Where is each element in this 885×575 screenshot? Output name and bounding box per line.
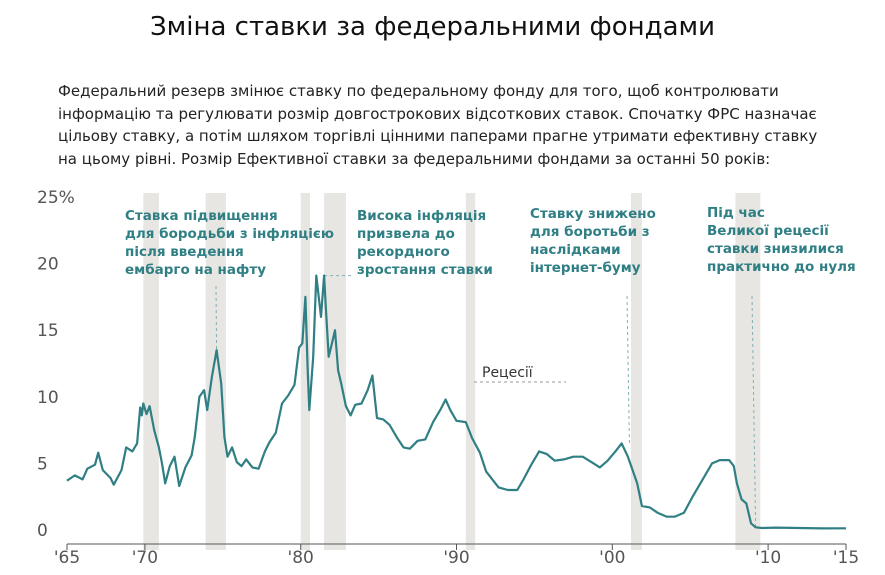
- axes: 0 5 10 15 20 25% '65 '70 '80 '90 '00 '10 '15: [37, 188, 859, 568]
- recession-band: [300, 193, 311, 550]
- annotation-leader: [751, 295, 757, 528]
- annotation-high-inflation: Висока інфляція призвела до рекордного з…: [357, 208, 493, 278]
- annotation-dotcom: Ставку знижено для боротьби з наслідками…: [530, 206, 661, 276]
- annotation-leader: [215, 285, 218, 351]
- x-tick-label: '10: [755, 548, 781, 568]
- recession-band: [205, 193, 226, 550]
- y-tick-label: 15: [37, 321, 59, 341]
- y-tick-label: 0: [37, 521, 48, 541]
- x-tick-label: '15: [833, 548, 859, 568]
- x-tick-label: '70: [132, 548, 158, 568]
- recession-band: [324, 193, 346, 550]
- y-tick-label: 5: [37, 454, 48, 474]
- intro-text: Федеральний резерв змінює ставку по феде…: [58, 82, 818, 168]
- x-tick-label: '90: [443, 548, 469, 568]
- recession-band: [143, 193, 159, 550]
- annotation-texts: Ставка підвищення для бородьби з інфляці…: [125, 205, 856, 381]
- page-title: Зміна ставки за федеральними фондами: [149, 12, 716, 42]
- annotation-oil-embargo: Ставка підвищення для бородьби з інфляці…: [125, 208, 339, 278]
- recession-label: Рецесії: [482, 365, 533, 381]
- annotation-great-recession: Під час Великої рецесії ставки знизилися…: [707, 205, 856, 275]
- x-tick-label: '80: [288, 548, 314, 568]
- y-tick-label: 20: [37, 255, 59, 275]
- y-tick-label: 10: [37, 388, 59, 408]
- annotation-leaders: [215, 275, 757, 528]
- rate-series-line: [66, 274, 847, 530]
- y-tick-label: 25%: [37, 188, 75, 208]
- x-tick-label: '00: [599, 548, 625, 568]
- annotation-leader: [626, 295, 630, 444]
- recession-band: [630, 193, 642, 550]
- recession-band: [465, 193, 476, 550]
- x-tick-label: '65: [54, 548, 80, 568]
- rate-line-layer: [66, 274, 847, 530]
